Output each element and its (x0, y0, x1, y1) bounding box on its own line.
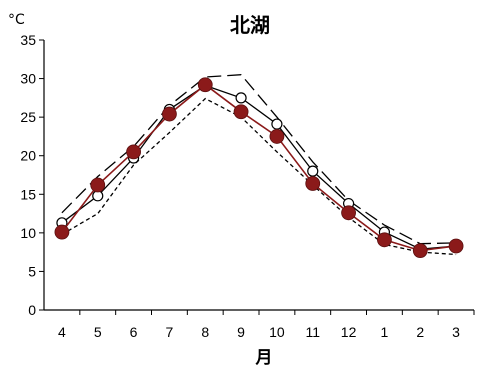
x-tick-label: 2 (416, 324, 424, 340)
data-point (448, 238, 464, 254)
series-line (61, 84, 457, 250)
series-solid-filled-circle (54, 77, 464, 259)
x-axis-label: 月 (255, 348, 273, 368)
y-tick-label: 30 (20, 71, 36, 87)
series-line (61, 74, 457, 245)
data-point (412, 243, 428, 259)
data-point (197, 77, 213, 93)
y-axis-unit: °C (8, 12, 25, 28)
data-point (90, 177, 106, 193)
x-tick-label: 10 (269, 324, 285, 340)
y-tick-label: 20 (20, 148, 36, 164)
data-point (271, 118, 283, 130)
y-tick-label: 5 (28, 263, 36, 279)
series-long-dash (61, 74, 457, 245)
data-point (162, 106, 177, 122)
x-tick-label: 8 (201, 324, 209, 340)
data-point (305, 176, 321, 191)
data-point (269, 129, 285, 144)
x-tick-label: 7 (166, 324, 174, 340)
series-layer (54, 74, 464, 259)
data-point (126, 144, 141, 160)
series-line (61, 97, 457, 256)
x-tick-label: 11 (305, 324, 320, 340)
data-point (307, 165, 319, 177)
y-tick-label: 15 (20, 186, 36, 202)
y-tick-label: 35 (20, 32, 36, 48)
series-line (61, 83, 457, 252)
x-tick-label: 6 (130, 324, 138, 340)
y-tick-label: 0 (28, 302, 36, 318)
data-point (233, 104, 249, 120)
x-tick-label: 12 (341, 324, 357, 340)
x-tick-label: 1 (381, 324, 389, 340)
data-point (235, 92, 247, 104)
x-tick-label: 3 (452, 324, 460, 340)
y-tick-label: 25 (20, 109, 36, 125)
chart-title: 北湖 (230, 13, 270, 37)
data-point (341, 205, 356, 221)
data-point (54, 224, 70, 240)
x-tick-label: 5 (94, 324, 102, 340)
y-tick-label: 10 (20, 225, 36, 241)
x-tick-label: 4 (58, 324, 66, 340)
x-tick-label: 9 (237, 324, 245, 340)
series-short-dash (61, 97, 457, 256)
data-point (377, 232, 392, 248)
